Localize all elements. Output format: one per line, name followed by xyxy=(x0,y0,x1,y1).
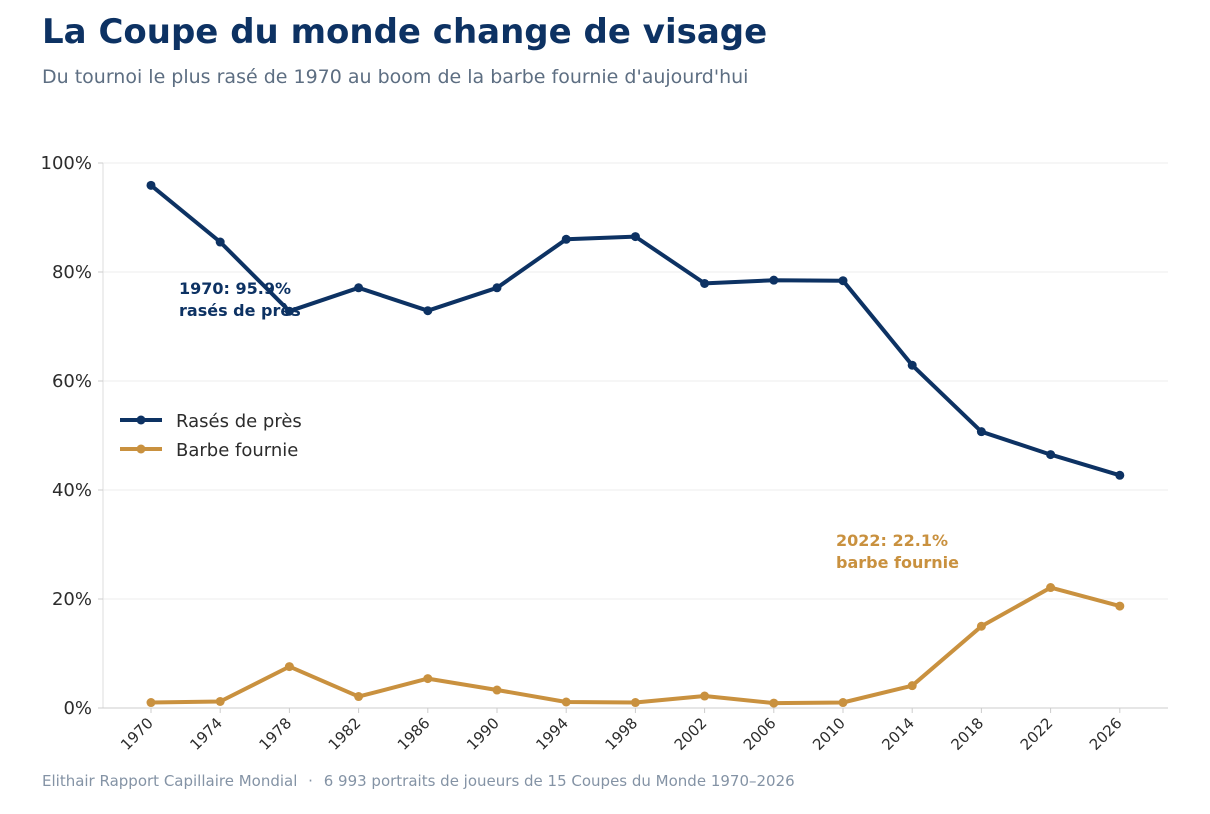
footer-source: Elithair Rapport Capillaire Mondial xyxy=(42,772,298,790)
data-point xyxy=(561,697,571,707)
annotation-1: 1970: 95.9% rasés de près xyxy=(179,279,301,320)
y-tick-label: 60% xyxy=(52,371,92,392)
data-point xyxy=(215,237,225,247)
x-tick-label: 2010 xyxy=(809,714,849,754)
x-tick-label: 1978 xyxy=(255,714,295,754)
data-point xyxy=(492,283,502,293)
data-point xyxy=(284,306,294,316)
x-tick-label: 1998 xyxy=(601,714,641,754)
x-tick-label: 1982 xyxy=(325,714,365,754)
data-point xyxy=(976,427,986,437)
data-point xyxy=(630,232,640,242)
data-point xyxy=(907,360,917,370)
annotation-line: 1970: 95.9% xyxy=(179,279,291,298)
data-point xyxy=(838,276,848,286)
x-tick-label: 2006 xyxy=(740,714,780,754)
chart-title: La Coupe du monde change de visage xyxy=(42,12,768,52)
data-point xyxy=(769,275,779,285)
series-line-2 xyxy=(149,585,1122,706)
data-point xyxy=(215,696,225,706)
data-point xyxy=(1115,601,1125,611)
x-tick-label: 2014 xyxy=(878,714,918,754)
legend-marker xyxy=(136,415,146,425)
annotation-2: 2022: 22.1% barbe fournie xyxy=(836,531,959,572)
y-tick-label: 80% xyxy=(52,262,92,283)
data-point xyxy=(769,698,779,708)
y-tick-label: 100% xyxy=(41,153,92,174)
annotation-line: 2022: 22.1% xyxy=(836,531,948,550)
legend-label: Rasés de près xyxy=(176,411,302,432)
data-point xyxy=(146,180,156,190)
chart-subtitle: Du tournoi le plus rasé de 1970 au boom … xyxy=(42,66,749,88)
x-tick-label: 2022 xyxy=(1017,714,1057,754)
x-tick-label: 1990 xyxy=(463,714,503,754)
x-tick-label: 2018 xyxy=(947,714,987,754)
data-point xyxy=(838,698,848,708)
data-point xyxy=(1046,583,1056,593)
data-point xyxy=(1115,470,1125,480)
data-point xyxy=(423,306,433,316)
data-point xyxy=(976,621,986,631)
y-tick-label: 20% xyxy=(52,589,92,610)
footer-separator: · xyxy=(308,772,313,790)
x-tick-label: 1974 xyxy=(186,714,226,754)
x-tick-label: 1986 xyxy=(394,714,434,754)
chart-footer: Elithair Rapport Capillaire Mondial · 6 … xyxy=(42,772,795,790)
x-tick-label: 1994 xyxy=(532,714,572,754)
data-point xyxy=(700,278,710,288)
data-point xyxy=(630,698,640,708)
data-point xyxy=(700,691,710,701)
data-point xyxy=(561,234,571,244)
annotation-line: rasés de près xyxy=(179,301,301,320)
x-tick-label: 2026 xyxy=(1086,714,1126,754)
data-point xyxy=(423,674,433,684)
annotation-line: barbe fournie xyxy=(836,553,959,572)
data-point xyxy=(907,681,917,691)
data-point xyxy=(354,692,364,702)
x-tick-label: 2002 xyxy=(671,714,711,754)
y-tick-label: 0% xyxy=(63,698,92,719)
data-point xyxy=(146,698,156,708)
legend-marker xyxy=(136,444,146,454)
data-point xyxy=(354,283,364,293)
x-tick-label: 1970 xyxy=(117,714,157,754)
footer-note: 6 993 portraits de joueurs de 15 Coupes … xyxy=(323,772,795,790)
legend-label: Barbe fournie xyxy=(176,440,298,461)
data-point xyxy=(1046,450,1056,460)
data-point xyxy=(284,662,294,672)
y-tick-label: 40% xyxy=(52,480,92,501)
data-point xyxy=(492,685,502,695)
